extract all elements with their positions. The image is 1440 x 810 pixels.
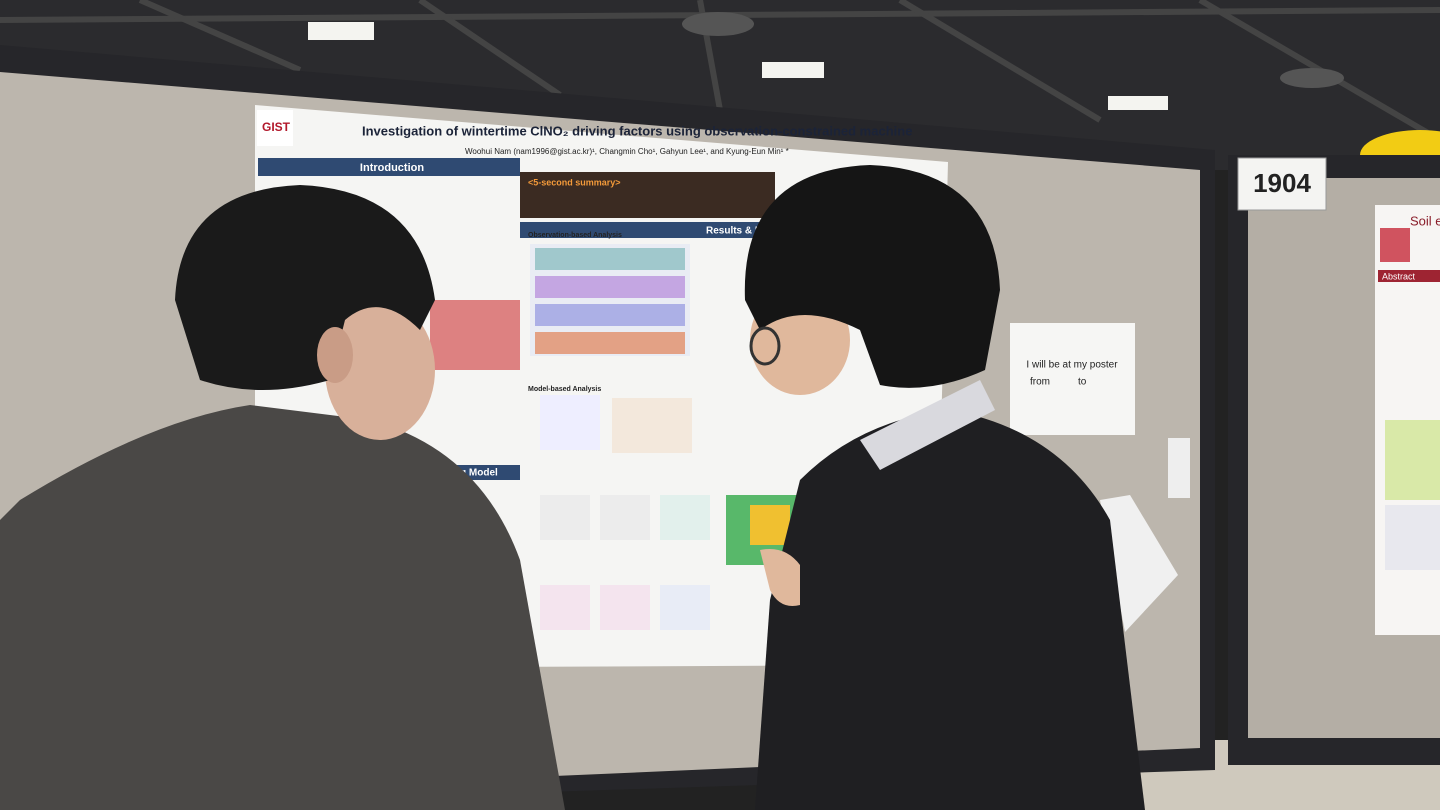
scatter-plot <box>540 495 590 540</box>
map-figure <box>430 300 520 370</box>
scatter-plot <box>540 395 600 450</box>
sign-paper <box>1010 323 1135 435</box>
booth-sign <box>1237 157 1327 211</box>
person-coat <box>0 405 565 810</box>
booth-number: 1904 <box>1253 168 1311 198</box>
plot-trace <box>535 248 685 270</box>
plot-trace <box>535 304 685 326</box>
neighbor-map <box>1385 420 1440 500</box>
summary-box <box>520 172 775 218</box>
person-glasses <box>749 326 781 366</box>
scatter-plot <box>600 585 650 630</box>
sign-to: to <box>1078 377 1087 388</box>
person-collar <box>860 380 995 470</box>
sign-text: I will be at my poster <box>1026 360 1118 371</box>
person-face <box>325 300 435 440</box>
neighbor-section: Abstract <box>1382 271 1416 281</box>
ceiling-light <box>308 22 374 40</box>
person-ear <box>317 327 353 383</box>
neighbor-title: Soil e <box>1410 213 1440 228</box>
neighbor-plot <box>1385 505 1440 570</box>
section-bar <box>258 158 520 176</box>
section-title: Introduction <box>360 162 424 174</box>
poster-title: Investigation of wintertime ClNO₂ drivin… <box>362 123 912 138</box>
scatter-plot <box>540 585 590 630</box>
sign-from: from <box>1030 377 1050 388</box>
neighbor-logo <box>1380 228 1410 262</box>
neighbor-section-bar <box>1378 270 1440 282</box>
person-hair <box>175 185 435 390</box>
section-title: Results & Dis <box>706 226 771 237</box>
scatter-plot <box>660 585 710 630</box>
poster-authors: Woohui Nam (nam1996@gist.ac.kr)¹, Changm… <box>465 147 789 156</box>
plot-trace <box>535 276 685 298</box>
person-hair <box>744 165 1000 388</box>
heatmap-region <box>750 505 790 545</box>
person-hand <box>760 549 800 606</box>
subsection-title: Observation-based Analysis <box>528 232 622 239</box>
bar-plot <box>612 398 692 453</box>
vent <box>1280 68 1344 88</box>
person-jacket <box>755 410 1145 810</box>
handout <box>1100 495 1178 632</box>
logo-box <box>257 110 293 146</box>
cup-holder <box>1168 438 1190 498</box>
scatter-plot <box>660 495 710 540</box>
summary-title: <5-second summary> <box>528 177 621 187</box>
ceiling-light <box>1108 96 1168 110</box>
logo: GIST <box>262 120 291 134</box>
plot-trace <box>535 332 685 354</box>
ceiling-light <box>762 62 824 78</box>
vent <box>682 12 754 36</box>
subsection-title: Model-based Analysis <box>528 386 601 393</box>
scatter-plot <box>600 495 650 540</box>
